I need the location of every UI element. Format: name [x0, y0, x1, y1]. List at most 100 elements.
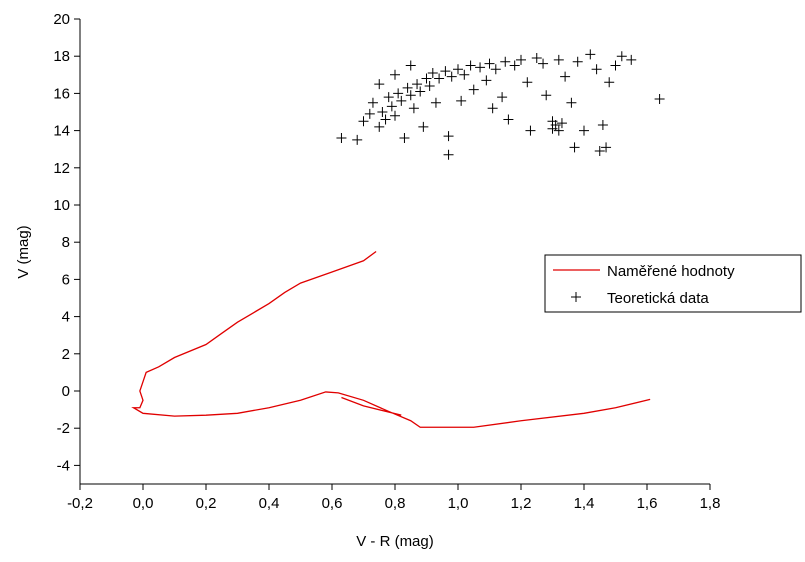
y-tick-label: 6 — [62, 271, 70, 288]
scatter-point — [374, 121, 385, 132]
scatter-point — [569, 142, 580, 153]
scatter-point — [446, 71, 457, 82]
scatter-point — [556, 118, 567, 129]
scatter-point — [352, 134, 363, 145]
x-tick-label: 1,6 — [637, 495, 658, 512]
scatter-point — [538, 58, 549, 69]
y-tick-label: 10 — [53, 197, 70, 214]
scatter-point — [427, 67, 438, 78]
y-tick-label: -2 — [57, 420, 70, 437]
scatter-point — [390, 69, 400, 80]
scatter-point — [497, 92, 508, 103]
legend-label: Naměřené hodnoty — [607, 263, 735, 280]
y-tick-label: 0 — [62, 383, 70, 400]
y-tick-label: 12 — [53, 160, 70, 177]
scatter-point — [440, 66, 451, 77]
scatter-point — [421, 73, 432, 84]
scatter-point — [550, 120, 561, 131]
x-tick-label: 0,0 — [133, 495, 154, 512]
scatter-point — [380, 114, 391, 125]
scatter-point — [522, 77, 533, 88]
scatter-point — [434, 73, 445, 84]
scatter-point — [490, 64, 501, 75]
x-tick-label: 0,8 — [385, 495, 406, 512]
scatter-point — [591, 64, 602, 75]
scatter-point — [336, 133, 347, 144]
y-tick-label: 4 — [62, 309, 70, 326]
scatter-point — [481, 75, 492, 86]
x-tick-label: 1,8 — [700, 495, 721, 512]
scatter-point — [585, 49, 596, 60]
scatter-point — [503, 114, 514, 125]
scatter-point — [509, 60, 520, 71]
scatter-point — [465, 60, 476, 71]
scatter-point — [487, 103, 498, 114]
scatter-point — [516, 54, 526, 65]
scatter-point — [560, 71, 571, 82]
scatter-point — [374, 79, 385, 90]
scatter-point — [358, 116, 369, 127]
scatter-point — [626, 54, 637, 65]
x-tick-label: 1,2 — [511, 495, 532, 512]
scatter-point — [475, 62, 486, 73]
scatter-point — [601, 142, 612, 153]
scatter-point — [468, 84, 479, 95]
scatter-point — [430, 97, 441, 108]
scatter-point — [402, 82, 413, 93]
scatter-point — [405, 90, 416, 101]
y-tick-label: -4 — [57, 457, 70, 474]
scatter-point — [610, 60, 621, 71]
scatter-point — [367, 97, 378, 108]
x-tick-label: 0,4 — [259, 495, 280, 512]
scatter-point — [531, 53, 542, 64]
scatter-point — [459, 69, 470, 80]
x-tick-label: 0,2 — [196, 495, 217, 512]
scatter-point — [572, 56, 583, 67]
scatter-point — [408, 103, 419, 114]
scatter-point — [383, 92, 394, 103]
y-axis-title: V (mag) — [15, 225, 32, 278]
y-tick-label: 16 — [53, 85, 70, 102]
scatter-point — [579, 125, 589, 136]
scatter-point — [412, 79, 423, 90]
y-tick-label: 20 — [53, 11, 70, 28]
scatter-point — [500, 56, 511, 67]
scatter-point — [597, 120, 608, 131]
x-axis-title: V - R (mag) — [356, 533, 434, 550]
data-line — [131, 250, 651, 428]
scatter-point — [553, 54, 564, 65]
scatter-point — [616, 51, 627, 62]
scatter-point — [377, 107, 388, 117]
legend-label: Teoretická data — [607, 290, 709, 307]
y-tick-label: 8 — [62, 234, 70, 251]
x-tick-label: 0,6 — [322, 495, 343, 512]
scatter-point — [399, 133, 410, 144]
legend-swatch — [571, 292, 581, 302]
scatter-point — [594, 146, 605, 157]
scatter-point — [364, 108, 375, 119]
scatter-point — [415, 86, 426, 97]
scatter-point — [456, 95, 467, 106]
legend-box — [544, 254, 802, 313]
scatter-point — [525, 125, 536, 136]
scatter-point — [424, 80, 435, 91]
x-tick-label: -0,2 — [67, 495, 93, 512]
scatter-point — [443, 131, 454, 142]
scatter-point — [396, 95, 407, 106]
scatter-point — [553, 125, 564, 136]
scatter-point — [654, 93, 665, 104]
scatter-point — [604, 77, 615, 88]
x-tick-label: 1,4 — [574, 495, 595, 512]
scatter-point — [386, 101, 397, 112]
scatter-point — [566, 97, 577, 108]
y-tick-label: 14 — [53, 123, 70, 140]
scatter-point — [443, 149, 454, 160]
scatter-point — [418, 121, 429, 132]
scatter-point — [541, 90, 552, 101]
scatter-point — [393, 88, 404, 99]
scatter-point — [484, 58, 495, 69]
y-tick-label: 2 — [62, 346, 70, 363]
scatter-point — [390, 110, 400, 121]
